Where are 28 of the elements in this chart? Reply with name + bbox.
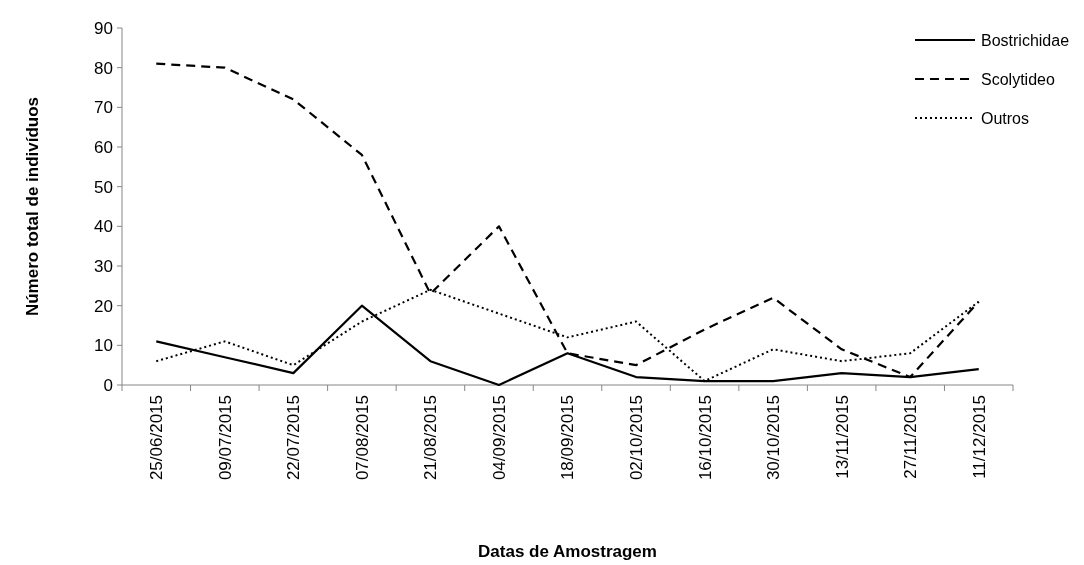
y-tick-label: 90 (94, 18, 113, 38)
y-tick-label: 40 (94, 217, 113, 237)
x-tick-label: 02/10/2015 (626, 395, 646, 481)
x-tick-label: 30/10/2015 (764, 395, 784, 481)
y-tick-label: 0 (103, 375, 113, 395)
x-tick-label: 27/11/2015 (901, 395, 921, 479)
x-tick-label: 09/07/2015 (215, 395, 235, 481)
y-tick-label: 60 (94, 137, 113, 157)
x-tick-label: 16/10/2015 (695, 395, 715, 481)
x-tick-label: 22/07/2015 (284, 395, 304, 481)
y-tick-label: 80 (94, 58, 113, 78)
x-tick-label: 11/12/2015 (969, 395, 989, 479)
x-tick-label: 07/08/2015 (352, 395, 372, 481)
y-tick-label: 70 (94, 98, 113, 118)
legend-label: Scolytideo (981, 70, 1055, 88)
x-tick-label: 13/11/2015 (832, 395, 852, 479)
legend-label: Bostrichidae (981, 31, 1070, 49)
x-tick-label: 04/09/2015 (489, 395, 509, 481)
y-tick-label: 50 (94, 177, 113, 197)
x-axis-title: Datas de Amostragem (478, 542, 657, 561)
y-tick-label: 20 (94, 296, 113, 316)
x-tick-label: 25/06/2015 (147, 395, 167, 481)
y-tick-label: 30 (94, 256, 113, 276)
legend-label: Outros (981, 109, 1030, 127)
y-axis-title: Número total de indivíduos (23, 96, 42, 317)
x-tick-label: 18/09/2015 (558, 395, 578, 481)
y-tick-label: 10 (94, 336, 113, 356)
x-tick-label: 21/08/2015 (421, 395, 441, 481)
